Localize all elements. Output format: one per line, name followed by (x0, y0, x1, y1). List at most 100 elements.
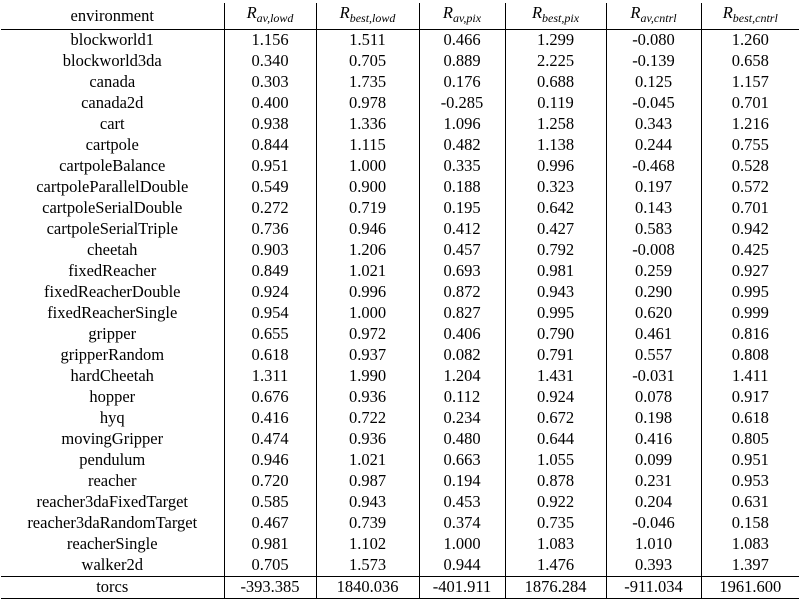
environment-cell: fixedReacherDouble (43, 282, 181, 302)
value-cell: 0.903 (223, 239, 316, 261)
value-cell: 0.946 (315, 218, 419, 240)
environment-cell: reacherSingle (66, 534, 158, 554)
environment-cell: pendulum (79, 450, 146, 470)
value-cell: 0.393 (605, 554, 701, 576)
value-cell: 0.701 (700, 92, 799, 114)
environment-cell: fixedReacherSingle (47, 303, 178, 323)
table-row: cheetah 0.903 1.206 0.457 0.792 -0.008 0.425 (1, 239, 799, 261)
value-cell: 0.143 (605, 197, 701, 219)
value-cell: 0.951 (223, 155, 316, 177)
value-cell: 0.655 (223, 323, 316, 345)
value-cell: 0.406 (418, 323, 505, 345)
value-cell: 0.972 (315, 323, 419, 345)
value-cell: -911.034 (605, 575, 701, 599)
value-cell: 0.557 (605, 344, 701, 366)
value-cell: -0.031 (605, 365, 701, 387)
value-cell: 0.693 (418, 260, 505, 282)
value-cell: 0.618 (700, 407, 799, 429)
value-cell: -0.468 (605, 155, 701, 177)
header-metric: Rbest,cntrl (700, 3, 799, 30)
value-cell: 0.739 (315, 512, 419, 534)
value-cell: 1.102 (315, 533, 419, 555)
value-cell: 1.990 (315, 365, 419, 387)
header-metric: Rav,pix (418, 3, 505, 30)
value-cell: 0.427 (504, 218, 606, 240)
value-cell: 1.511 (315, 29, 419, 51)
value-cell: -0.080 (605, 29, 701, 51)
value-cell: 0.924 (223, 281, 316, 303)
value-cell: 0.719 (315, 197, 419, 219)
value-cell: 0.996 (315, 281, 419, 303)
environment-cell: torcs (1, 575, 224, 599)
value-cell: 0.461 (605, 323, 701, 345)
value-cell: 0.917 (700, 386, 799, 408)
value-cell: 0.922 (504, 491, 606, 513)
table-row: hyq 0.416 0.722 0.234 0.672 0.198 0.618 (1, 407, 799, 429)
value-cell: 1.476 (504, 554, 606, 576)
value-cell: 0.583 (605, 218, 701, 240)
value-cell: 0.705 (223, 554, 316, 576)
value-cell: 0.099 (605, 449, 701, 471)
value-cell: 0.259 (605, 260, 701, 282)
value-cell: 0.995 (504, 302, 606, 324)
value-cell: 1.206 (315, 239, 419, 261)
value-cell: 1.156 (223, 29, 316, 51)
value-cell: -0.045 (605, 92, 701, 114)
value-cell: 0.642 (504, 197, 606, 219)
value-cell: 1.083 (700, 533, 799, 555)
header-metric: Rbest,pix (504, 3, 606, 30)
value-cell: 0.953 (700, 470, 799, 492)
table-row: cartpole 0.844 1.115 0.482 1.138 0.244 0.755 (1, 134, 799, 156)
value-cell: 0.981 (504, 260, 606, 282)
table-row: blockworld1 1.156 1.511 0.466 1.299 -0.080 1.2… (1, 29, 799, 51)
header-row: environment Rav,lowd Rbest,lowd Rav,pix … (1, 3, 799, 30)
value-cell: 0.323 (504, 176, 606, 198)
value-cell: 0.938 (223, 113, 316, 135)
value-cell: 0.999 (700, 302, 799, 324)
header-environment: environment (1, 3, 224, 30)
value-cell: 1.299 (504, 29, 606, 51)
results-table: environment Rav,lowd Rbest,lowd Rav,pix … (1, 3, 799, 599)
value-cell: 0.416 (605, 428, 701, 450)
value-cell: 0.663 (418, 449, 505, 471)
environment-cell: reacher3daFixedTarget (36, 492, 189, 512)
value-cell: 0.585 (223, 491, 316, 513)
value-cell: 0.937 (315, 344, 419, 366)
value-cell: 0.808 (700, 344, 799, 366)
value-cell: 1.431 (504, 365, 606, 387)
environment-cell: hardCheetah (70, 366, 154, 386)
value-cell: 0.335 (418, 155, 505, 177)
value-cell: 1.260 (700, 29, 799, 51)
table-row: canada2d 0.400 0.978 -0.285 0.119 -0.045 0.701 (1, 92, 799, 114)
value-cell: 1.157 (700, 71, 799, 93)
value-cell: 0.844 (223, 134, 316, 156)
value-cell: 1.138 (504, 134, 606, 156)
value-cell: 0.572 (700, 176, 799, 198)
table-row: walker2d 0.705 1.573 0.944 1.476 0.393 1.397 (1, 554, 799, 576)
value-cell: 0.078 (605, 386, 701, 408)
environment-cell: cartpoleSerialTriple (46, 219, 178, 239)
value-cell: 1.411 (700, 365, 799, 387)
value-cell: 1876.284 (504, 575, 606, 599)
value-cell: 0.303 (223, 71, 316, 93)
value-cell: 0.688 (504, 71, 606, 93)
value-cell: 0.290 (605, 281, 701, 303)
table-row: fixedReacher 0.849 1.021 0.693 0.981 0.259 0.9… (1, 260, 799, 282)
value-cell: 0.978 (315, 92, 419, 114)
value-cell: 0.644 (504, 428, 606, 450)
value-cell: 0.755 (700, 134, 799, 156)
table-row: cartpoleSerialTriple 0.736 0.946 0.412 0.427… (1, 218, 799, 240)
value-cell: 0.849 (223, 260, 316, 282)
value-cell: 0.816 (700, 323, 799, 345)
environment-cell: reacher (87, 471, 137, 491)
value-cell: 1.096 (418, 113, 505, 135)
value-cell: 1.000 (315, 155, 419, 177)
value-cell: 0.412 (418, 218, 505, 240)
environment-cell: hyq (99, 408, 125, 428)
value-cell: 0.951 (700, 449, 799, 471)
value-cell: 0.792 (504, 239, 606, 261)
value-cell: 0.936 (315, 386, 419, 408)
value-cell: 0.244 (605, 134, 701, 156)
value-cell: 0.425 (700, 239, 799, 261)
environment-cell: movingGripper (61, 429, 164, 449)
